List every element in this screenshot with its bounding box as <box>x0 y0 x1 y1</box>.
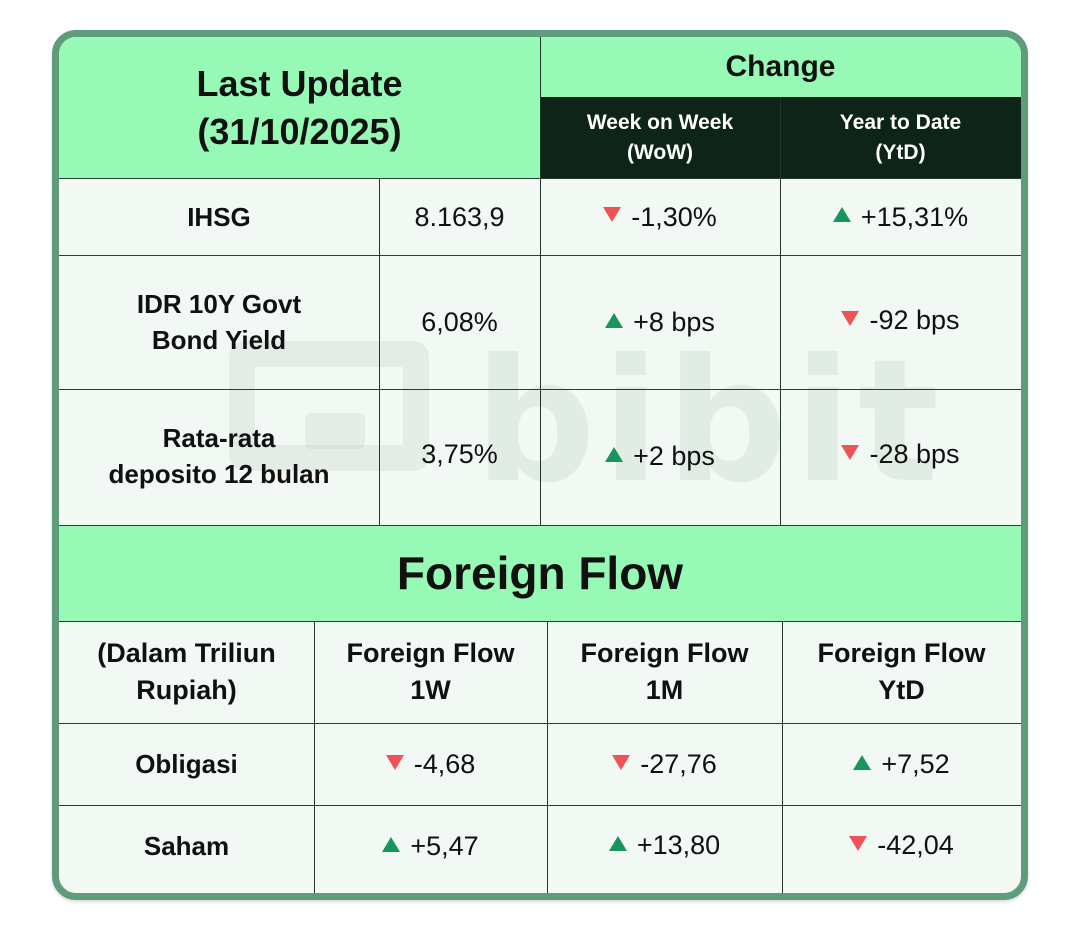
down-arrow-icon <box>849 835 868 851</box>
indicator-value: 6,08% <box>421 307 498 337</box>
ff-value: -4,68 <box>314 723 547 805</box>
ff-column-header: Foreign Flow 1M <box>547 621 782 723</box>
change-header: Change <box>540 37 1021 97</box>
down-arrow-icon <box>385 754 404 770</box>
divider <box>540 178 541 525</box>
ff-column-line1: Foreign Flow <box>817 638 986 668</box>
indicator-name: Rata-rata deposito 12 bulan <box>59 389 379 523</box>
indicator-name-line2: Bond Yield <box>151 325 287 355</box>
wow-header-line1: Week on Week <box>586 110 734 134</box>
divider <box>314 621 315 893</box>
ff-column-line1: Foreign Flow <box>346 638 515 668</box>
up-arrow-icon <box>382 836 401 852</box>
ytd-value: -28 bps <box>869 439 960 469</box>
ff-value-text: -27,76 <box>640 749 717 779</box>
ff-value: +5,47 <box>314 805 547 887</box>
indicator-name-line1: IDR 10Y Govt <box>136 289 302 319</box>
divider <box>59 723 1021 724</box>
ytd-header-line2: (YtD) <box>875 140 926 164</box>
indicator-ytd: +15,31% <box>780 178 1021 255</box>
ff-column-line2: 1M <box>645 675 684 705</box>
unit-line1: (Dalam Triliun <box>97 638 276 668</box>
ff-value-text: +13,80 <box>636 830 721 860</box>
up-arrow-icon <box>832 207 851 222</box>
wow-value: +2 bps <box>633 441 715 471</box>
wow-header-line2: (WoW) <box>626 140 694 164</box>
ff-column-header: Foreign Flow YtD <box>782 621 1021 723</box>
up-arrow-icon <box>608 835 627 851</box>
ff-value: +13,80 <box>547 805 782 885</box>
ff-column-line2: YtD <box>878 675 925 705</box>
indicator-value: 3,75% <box>421 439 498 469</box>
divider <box>59 525 1021 526</box>
down-arrow-icon <box>612 754 631 770</box>
down-arrow-icon <box>841 444 860 460</box>
ff-value: -27,76 <box>547 723 782 805</box>
ff-row-label: Saham <box>143 831 230 861</box>
last-update-date: (31/10/2025) <box>197 110 402 152</box>
divider <box>782 621 783 893</box>
indicator-name: IDR 10Y Govt Bond Yield <box>59 255 379 389</box>
divider <box>547 621 548 893</box>
up-arrow-icon <box>605 312 624 328</box>
indicator-wow: +2 bps <box>540 389 780 523</box>
ff-column-header: Foreign Flow 1W <box>314 621 547 723</box>
indicator-name-line2: deposito 12 bulan <box>108 459 330 489</box>
ff-column-line2: 1W <box>410 675 451 705</box>
wow-value: +8 bps <box>633 307 715 337</box>
indicator-name: IHSG <box>187 201 251 232</box>
indicator-ytd: -92 bps <box>780 255 1021 385</box>
foreign-flow-unit: (Dalam Triliun Rupiah) <box>59 621 314 723</box>
divider <box>780 97 781 525</box>
foreign-flow-title: Foreign Flow <box>59 525 1021 621</box>
indicator-name-line1: Rata-rata <box>162 423 276 453</box>
indicator-value: 8.163,9 <box>414 201 505 232</box>
ff-value-text: -4,68 <box>413 749 476 779</box>
ytd-value: +15,31% <box>860 201 969 232</box>
ff-value-text: +5,47 <box>410 831 479 861</box>
divider <box>540 37 541 178</box>
wow-value: -1,30% <box>631 201 717 232</box>
up-arrow-icon <box>605 446 624 462</box>
unit-line2: Rupiah) <box>136 675 237 705</box>
ff-value: -42,04 <box>782 805 1021 885</box>
divider <box>59 621 1021 622</box>
up-arrow-icon <box>853 754 872 770</box>
down-arrow-icon <box>841 310 860 326</box>
ff-row-label: Obligasi <box>135 749 238 779</box>
ff-value-text: +7,52 <box>881 749 950 779</box>
divider <box>379 178 380 525</box>
wow-header: Week on Week (WoW) <box>540 97 780 178</box>
down-arrow-icon <box>603 207 622 222</box>
ff-value: +7,52 <box>782 723 1021 805</box>
ff-value-text: -42,04 <box>877 830 954 860</box>
divider <box>59 805 1021 806</box>
indicator-ytd: -28 bps <box>780 389 1021 519</box>
ytd-header: Year to Date (YtD) <box>780 97 1021 178</box>
last-update-header: Last Update (31/10/2025) <box>59 37 540 178</box>
last-update-label: Last Update <box>196 62 403 104</box>
ff-column-line1: Foreign Flow <box>580 638 749 668</box>
indicator-wow: +8 bps <box>540 255 780 389</box>
market-summary-card: bibit Last Update (31/10/2025) Change We… <box>52 30 1028 900</box>
indicator-wow: -1,30% <box>540 178 780 255</box>
ytd-header-line1: Year to Date <box>839 110 962 134</box>
ytd-value: -92 bps <box>869 305 960 335</box>
